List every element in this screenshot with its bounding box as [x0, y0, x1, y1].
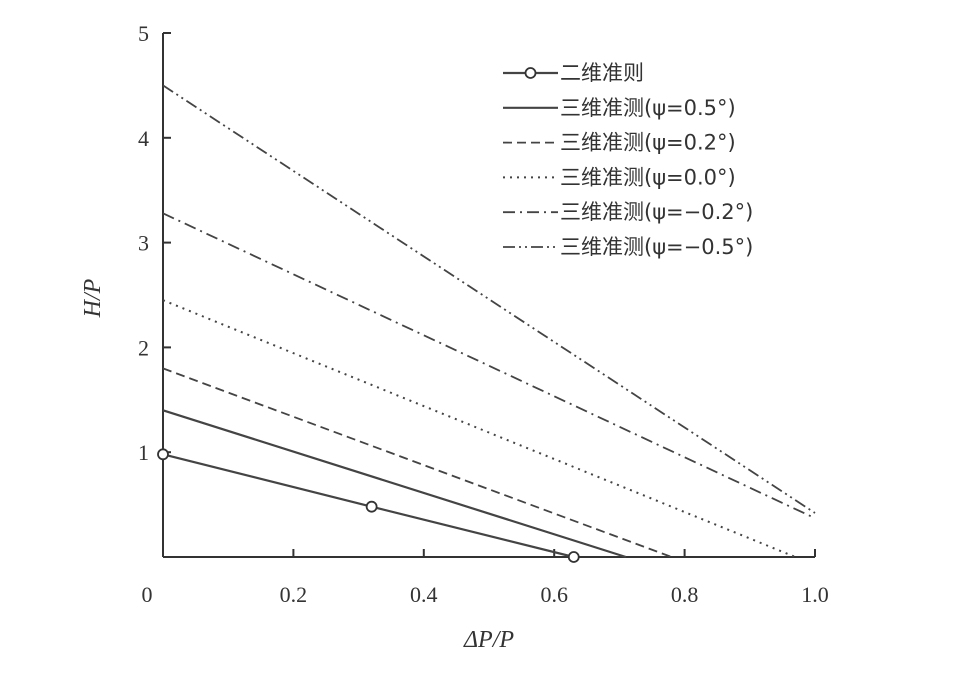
x-tick-label: 0.8 — [671, 582, 699, 607]
series-point — [365, 500, 378, 513]
x-tick-label: 0 — [142, 582, 153, 607]
x-tick-label: 0.2 — [280, 582, 308, 607]
legend-label: 三维准测(ψ=0.5°) — [560, 96, 736, 120]
legend-label: 三维准测(ψ=−0.5°) — [560, 235, 753, 259]
y-tick-label: 4 — [138, 126, 149, 151]
legend-label: 三维准测(ψ=0.0°) — [560, 165, 736, 189]
series-line-3 — [162, 299, 796, 558]
series-line-5 — [162, 84, 816, 514]
axes — [162, 33, 815, 558]
y-tick-label: 5 — [138, 21, 149, 46]
x-tick-label: 1.0 — [801, 582, 829, 607]
series-point — [567, 551, 580, 563]
x-axis-title: ΔP/P — [463, 627, 514, 653]
x-tick-label: 0.4 — [410, 582, 438, 607]
y-tick-label: 3 — [138, 231, 149, 256]
series-point — [157, 448, 169, 461]
series-line-1 — [162, 409, 627, 559]
y-tick-label: 1 — [138, 440, 149, 465]
legend-label: 三维准测(ψ=0.2°) — [560, 131, 736, 155]
x-tick-label: 0.6 — [540, 582, 568, 607]
legend-marker — [524, 67, 537, 79]
series-line-2 — [162, 367, 672, 558]
legend-label: 三维准测(ψ=−0.2°) — [560, 200, 753, 224]
x-ticks: 0 0.2 0.4 0.6 0.8 1.0 — [142, 549, 829, 607]
legend-label: 二维准则 — [560, 61, 644, 85]
y-tick-label: 2 — [138, 335, 149, 360]
y-axis-title: H/P — [80, 278, 106, 318]
series-group — [157, 84, 816, 563]
series-line-4 — [162, 212, 816, 520]
